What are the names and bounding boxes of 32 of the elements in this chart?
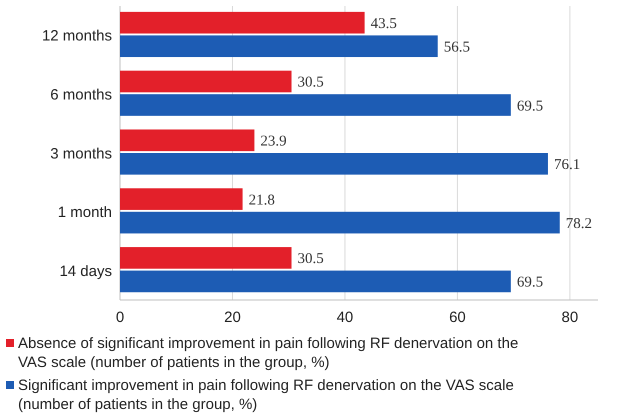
data-label: 23.9 — [260, 134, 287, 150]
bar — [120, 35, 438, 58]
bar — [120, 188, 243, 210]
data-label: 69.5 — [516, 274, 544, 291]
data-label: 30.5 — [298, 74, 324, 91]
y-tick-label: 12 months — [42, 28, 112, 45]
bar — [120, 153, 548, 175]
bar — [120, 129, 254, 152]
data-label: 21.8 — [248, 192, 275, 208]
bar — [120, 270, 511, 292]
bar — [120, 70, 292, 92]
y-tick-label: 6 months — [50, 86, 112, 104]
x-tick-label: 80 — [562, 309, 578, 326]
legend-label: Absence of significant improvement in pain following RF denervation on the VAS scale (number of patients in the group, %) — [18, 335, 518, 371]
x-tick-label: 60 — [449, 309, 466, 326]
bar — [120, 12, 365, 34]
bar — [120, 94, 511, 116]
data-label: 56.5 — [444, 39, 470, 56]
data-label: 76.1 — [554, 157, 580, 174]
bar — [120, 212, 560, 234]
x-tick-label: 20 — [224, 309, 241, 326]
y-tick-label: 14 days — [59, 262, 112, 280]
y-tick-label: 3 months — [50, 145, 112, 162]
x-tick-label: 0 — [116, 309, 124, 326]
data-label: 43.5 — [370, 16, 397, 32]
y-tick-label: 1 month — [58, 204, 112, 222]
legend-label: Significant improvement in pain following RF denervation on the VAS scale (number of patients in the group, %) — [18, 377, 514, 413]
x-tick-label: 40 — [336, 309, 354, 326]
data-label: 78.2 — [566, 216, 592, 232]
data-label: 69.5 — [516, 98, 544, 114]
bar — [120, 247, 292, 269]
data-label: 30.5 — [298, 251, 324, 268]
